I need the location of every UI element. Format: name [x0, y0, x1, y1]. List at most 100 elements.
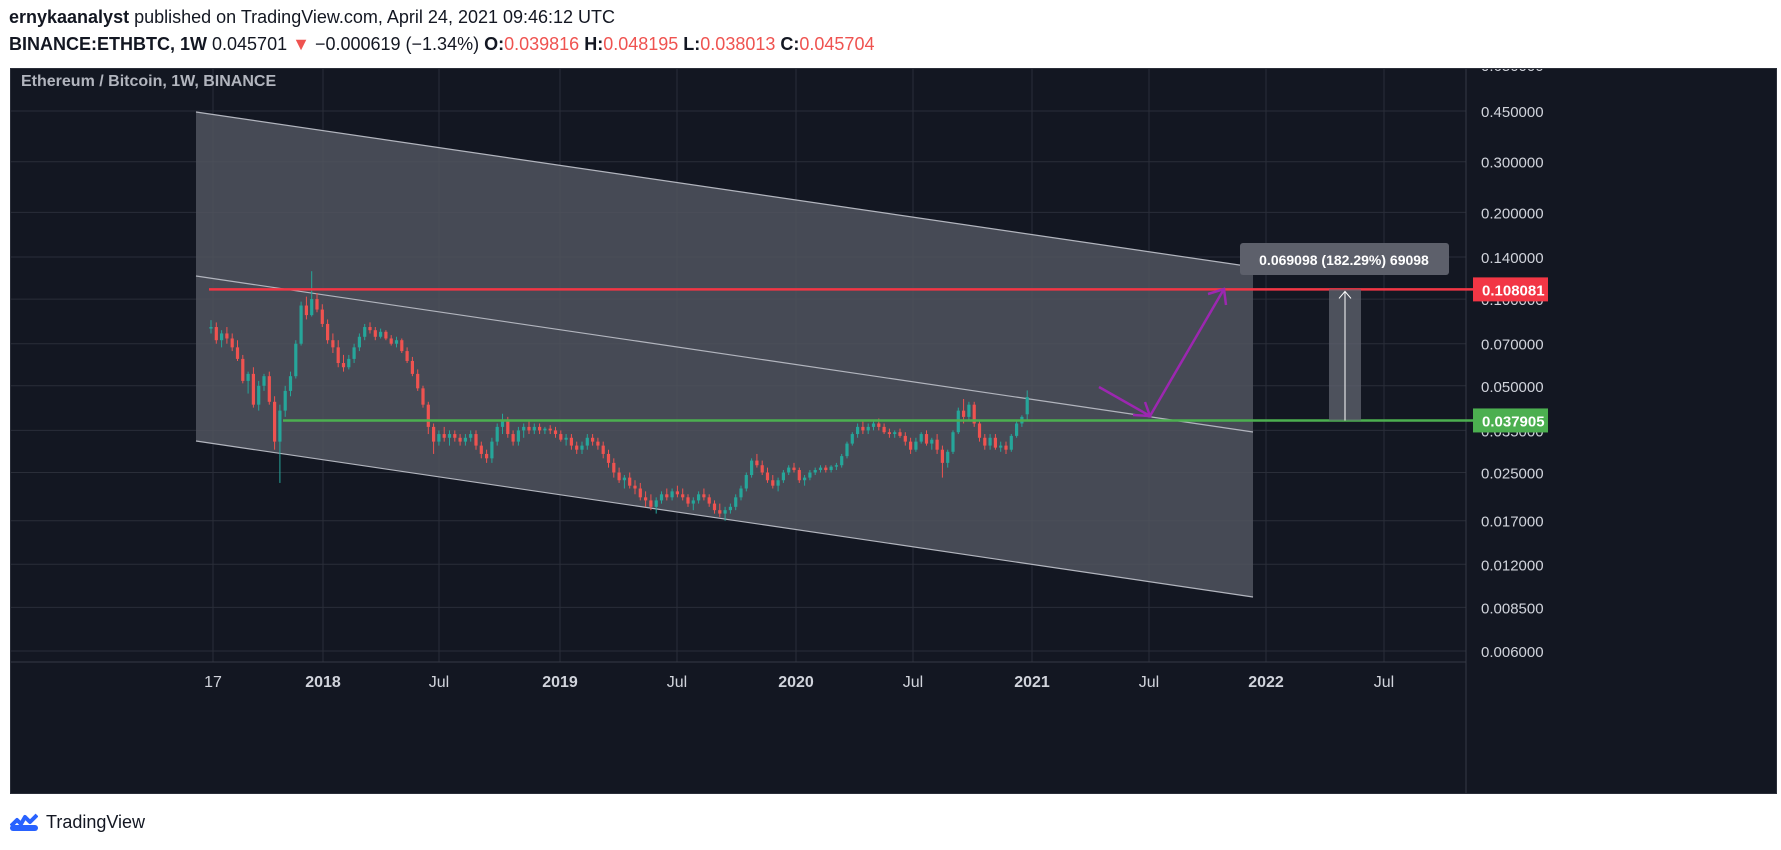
chart-panel[interactable]: 0.069098 (182.29%) 69098 Ethereum / Bitc… [10, 68, 1777, 794]
candle-body [506, 420, 510, 435]
candle-body [951, 432, 955, 452]
candle [262, 373, 266, 391]
candle [718, 503, 722, 518]
candle [278, 404, 282, 483]
candle-body [914, 441, 918, 450]
candle-body [903, 435, 907, 442]
candle-body [363, 327, 367, 337]
candle [946, 449, 950, 468]
high-value: 0.048195 [603, 34, 679, 54]
candle [739, 485, 743, 501]
candle-body [336, 347, 340, 364]
candle-body [739, 488, 743, 498]
candle [490, 437, 494, 463]
candle-body [495, 426, 499, 442]
channel-lower-line [195, 440, 1254, 598]
candle-body [553, 430, 558, 435]
candle-body [538, 426, 542, 431]
published-text: published on TradingView.com, April 24, … [129, 7, 616, 27]
candle [251, 367, 255, 408]
candle [638, 482, 642, 501]
candle-body [601, 445, 605, 454]
candle-body [410, 360, 414, 374]
candle-body [543, 428, 547, 431]
candle [935, 434, 939, 454]
price-tick-label: 0.200000 [1481, 205, 1544, 222]
price-tick-label: 0.012000 [1481, 557, 1544, 574]
candle [697, 491, 701, 504]
candle-body [235, 347, 240, 359]
candle [379, 328, 383, 339]
candle [665, 488, 669, 501]
candle-body [675, 491, 679, 495]
candle [999, 441, 1003, 452]
close-value: 0.045704 [799, 34, 875, 54]
candle [580, 441, 584, 454]
candle-body [797, 470, 801, 481]
candle-body [490, 441, 494, 459]
candle-body [442, 434, 446, 438]
candle [331, 333, 335, 353]
candle-body [273, 401, 277, 442]
candle-body [866, 426, 870, 431]
price-tick-label: 0.070000 [1481, 337, 1544, 354]
candle [405, 347, 409, 364]
projection-arrows [1098, 287, 1228, 418]
candle [368, 322, 372, 334]
candle-body [1015, 423, 1019, 436]
candle-body [750, 460, 754, 476]
open-label: O: [484, 34, 505, 54]
support-price-badge [1473, 408, 1548, 433]
price-tick-label: 0.300000 [1481, 155, 1544, 172]
candle [712, 500, 717, 514]
candle [543, 426, 547, 435]
candle [373, 327, 377, 341]
candle-body [792, 467, 796, 471]
measure-label: 0.069098 (182.29%) 69098 [1259, 252, 1429, 268]
candle-body [368, 327, 372, 331]
candle-body [622, 477, 626, 481]
candle-body [331, 340, 335, 348]
author-name[interactable]: ernykaanalyst [9, 7, 130, 27]
price-chart[interactable]: 0.069098 (182.29%) 69098 Ethereum / Bitc… [11, 69, 1776, 793]
tradingview-brand[interactable]: TradingView [10, 807, 145, 837]
candle-body [251, 373, 255, 405]
candle-body [516, 430, 520, 442]
candle [267, 371, 271, 405]
candle-body [357, 336, 361, 348]
candle-body [940, 449, 944, 463]
candle-body [967, 404, 971, 417]
candle [750, 458, 754, 478]
candle [972, 401, 976, 427]
candle [416, 369, 420, 391]
candle [548, 425, 552, 435]
candle [728, 503, 732, 514]
time-tick-label: 17 [204, 674, 222, 691]
candle-body [310, 299, 314, 316]
candle [585, 434, 589, 450]
candle-body [887, 432, 891, 435]
candle-body [1025, 397, 1029, 415]
candle [522, 423, 526, 438]
candle [681, 488, 685, 501]
time-tick-label: 2021 [1014, 674, 1050, 691]
candle [479, 441, 483, 459]
candle [320, 304, 324, 328]
candle [622, 475, 626, 489]
candle [771, 475, 775, 489]
candle [1009, 434, 1013, 452]
price-tick-label: 0.025000 [1481, 466, 1544, 483]
candle [776, 477, 780, 492]
price-tick-label: 0.050000 [1481, 379, 1544, 396]
candle [410, 356, 414, 377]
candle [755, 453, 759, 468]
candlestick-series [209, 271, 1029, 521]
candle [299, 301, 303, 346]
candle [628, 472, 632, 489]
candle [887, 428, 891, 438]
candle [564, 434, 568, 446]
time-tick-label: 2019 [542, 674, 578, 691]
candle-body [575, 445, 579, 450]
channel-upper-line [195, 111, 1254, 268]
candle-body [421, 388, 425, 405]
